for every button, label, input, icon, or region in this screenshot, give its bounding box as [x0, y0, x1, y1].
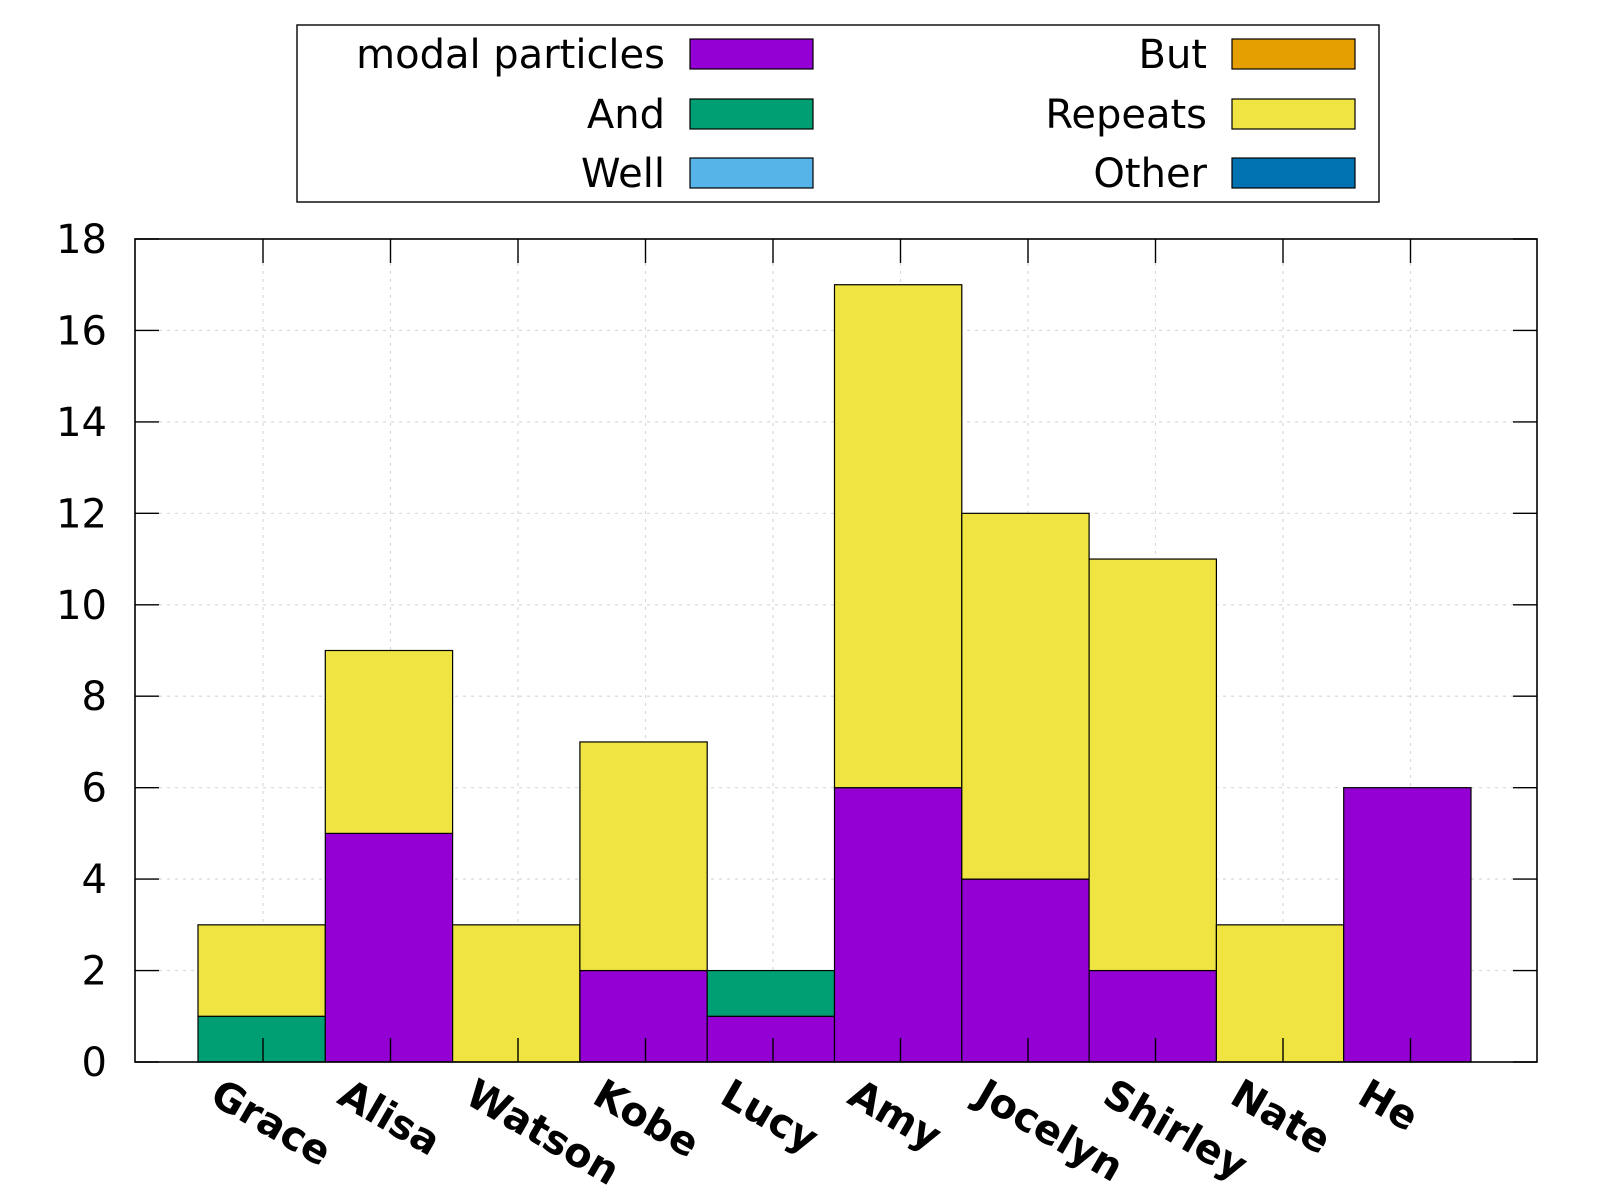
axes [134, 238, 1538, 1063]
y-tick-label-12: 12 [56, 491, 107, 537]
legend-swatch-and [689, 98, 814, 130]
bar-kobe-modal-particles [579, 969, 708, 1063]
x-category-label-alisa: Alisa [331, 1071, 449, 1165]
legend-label-well: Well [581, 151, 665, 197]
bars [197, 284, 1472, 1063]
legend-swatch-other [1231, 157, 1356, 189]
bar-alisa-modal-particles [324, 832, 454, 1063]
x-category-label-he: He [1351, 1071, 1426, 1141]
y-tick-label-10: 10 [56, 583, 107, 629]
legend-label-but: But [1139, 32, 1207, 78]
bar-amy-modal-particles [833, 787, 963, 1063]
x-category-label-shirley: Shirley [1096, 1071, 1256, 1190]
y-tick-label-14: 14 [56, 400, 107, 446]
bar-he-modal-particles [1343, 787, 1472, 1063]
bar-kobe-repeats [579, 741, 708, 972]
y-tick-label-2: 2 [82, 949, 107, 995]
x-category-label-lucy: Lucy [713, 1071, 826, 1163]
bar-nate-repeats [1215, 924, 1345, 1063]
x-category-label-amy: Amy [841, 1071, 949, 1160]
legend-label-modal-particles: modal particles [356, 32, 665, 78]
y-tick-label-18: 18 [56, 217, 107, 263]
plot-border [134, 238, 1538, 1063]
legend-swatch-modal-particles [689, 38, 814, 70]
bar-jocelyn-repeats [961, 512, 1090, 880]
legend-swatch-repeats [1231, 98, 1356, 130]
legend: modal particles And Well But Repeats Other [296, 24, 1380, 203]
bar-shirley-modal-particles [1088, 969, 1217, 1063]
bar-grace-repeats [197, 924, 326, 1017]
x-category-label-grace: Grace [203, 1071, 339, 1176]
legend-swatch-but [1231, 38, 1356, 70]
legend-swatch-well [689, 157, 814, 189]
bar-jocelyn-modal-particles [961, 878, 1090, 1063]
y-tick-label-4: 4 [82, 857, 107, 903]
legend-label-repeats: Repeats [1045, 92, 1207, 138]
y-tick-label-0: 0 [82, 1040, 107, 1086]
bar-lucy-modal-particles [706, 1015, 836, 1063]
bar-alisa-repeats [324, 649, 454, 834]
bar-shirley-repeats [1088, 558, 1217, 972]
y-tick-label-6: 6 [82, 766, 107, 812]
bar-amy-repeats [833, 284, 963, 789]
y-tick-label-16: 16 [56, 308, 107, 354]
bar-watson-repeats [452, 924, 581, 1063]
y-tick-label-8: 8 [82, 674, 107, 720]
legend-label-other: Other [1093, 151, 1207, 197]
y-axis-tick-labels: 0 2 4 6 8 10 12 14 16 18 [56, 217, 107, 1086]
x-category-label-jocelyn: Jocelyn [965, 1069, 1130, 1191]
bar-grace-and [197, 1015, 326, 1063]
legend-label-and: And [587, 92, 665, 138]
bar-lucy-and [706, 969, 836, 1017]
legend-box [296, 24, 1380, 203]
